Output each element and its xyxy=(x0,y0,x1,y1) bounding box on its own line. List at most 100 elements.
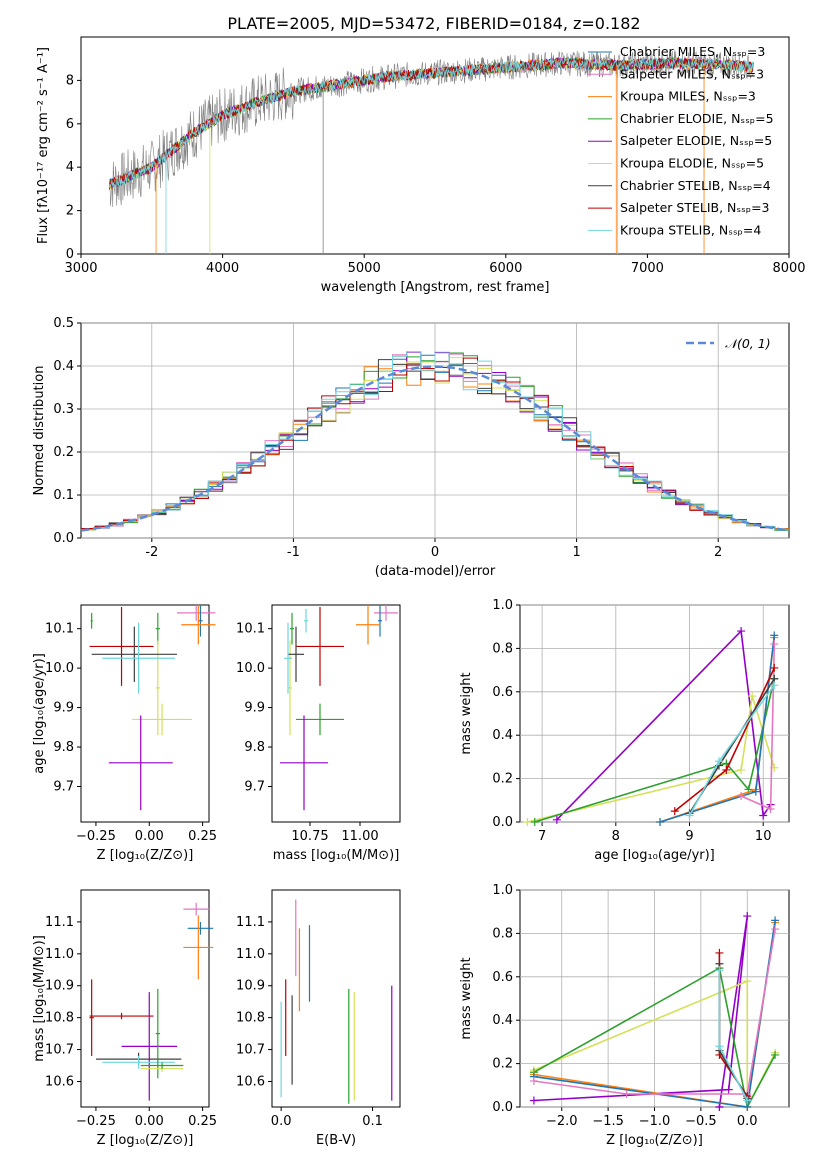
weight-marker xyxy=(737,791,746,800)
y-tick-label: 9.8 xyxy=(244,740,265,755)
x-tick-label: −1.5 xyxy=(592,1114,624,1129)
x-tick-label: 0.00 xyxy=(135,1114,164,1129)
weight-marker xyxy=(724,1085,733,1094)
weight-marker xyxy=(715,948,724,957)
x-tick-label: 0 xyxy=(431,545,439,560)
x-tick-label: −2.0 xyxy=(546,1114,578,1129)
x-tick-label: -1 xyxy=(287,545,300,560)
y-tick-label: 0 xyxy=(66,247,74,262)
y-tick-label: 10.6 xyxy=(236,1074,265,1089)
x-tick-label: 8000 xyxy=(772,261,805,276)
x-tick-label: 7000 xyxy=(631,261,664,276)
weight-line-salpeter_elodie xyxy=(533,915,749,1108)
weight-marker xyxy=(766,804,775,813)
weight-marker xyxy=(530,818,539,826)
model-line-kroupa_stelib xyxy=(108,56,754,189)
x-tick-label: 0.0 xyxy=(737,1114,758,1129)
weight-marker xyxy=(743,977,752,986)
weight-line-chabrier_elodie xyxy=(534,678,776,823)
y-axis-label: mass weight xyxy=(459,672,474,754)
y-axis-label: mass weight xyxy=(459,957,474,1039)
y-tick-label: 10.0 xyxy=(45,661,74,676)
y-tick-label: 0.3 xyxy=(53,402,74,417)
weight-line-chabrier_elodie xyxy=(533,966,776,1110)
weight-marker xyxy=(770,663,779,672)
legend-label: Salpeter STELIB, Nₛₛₚ=3 xyxy=(620,200,770,215)
y-tick-label: 10.6 xyxy=(45,1074,74,1089)
x-tick-label: 1 xyxy=(572,545,580,560)
y-tick-label: 6 xyxy=(66,117,74,132)
weight-marker xyxy=(714,757,723,766)
y-tick-label: 9.7 xyxy=(53,779,74,794)
y-tick-label: 10.1 xyxy=(45,622,74,637)
weight-marker xyxy=(759,811,768,820)
x-axis-label: E(B-V) xyxy=(316,1133,356,1148)
weight-line-kroupa_elodie xyxy=(527,695,776,823)
x-tick-label: 7 xyxy=(538,829,546,844)
x-axis-label: Z [log₁₀(Z/Z⊙)] xyxy=(97,1133,194,1148)
y-tick-label: 0.0 xyxy=(53,531,74,546)
legend-label: Salpeter MILES, Nₛₛₚ=3 xyxy=(620,66,764,81)
weight-marker xyxy=(685,811,694,820)
legend-label: Salpeter ELODIE, Nₛₛₚ=5 xyxy=(620,133,772,148)
weight-line-salpeter_elodie xyxy=(556,629,772,821)
histogram-kroupa_elodie xyxy=(81,357,789,531)
y-tick-label: 1.0 xyxy=(492,598,513,613)
y-tick-label: 9.9 xyxy=(53,701,74,716)
weight-marker xyxy=(715,1103,724,1111)
y-tick-label: 9.7 xyxy=(244,779,265,794)
x-tick-label: -2 xyxy=(145,545,158,560)
x-axis-label: age [log₁₀(age/yr)] xyxy=(594,848,715,863)
x-axis-label: Z [log₁₀(Z/Z⊙)] xyxy=(97,848,194,863)
x-tick-label: −0.25 xyxy=(76,1114,116,1129)
weight-marker xyxy=(748,692,757,701)
weight-marker xyxy=(523,818,532,826)
y-tick-label: 0.0 xyxy=(492,815,513,830)
y-tick-label: 0.2 xyxy=(492,772,513,787)
axes-frame xyxy=(80,36,790,255)
y-tick-label: 10.7 xyxy=(45,1043,74,1058)
weight-marker xyxy=(722,765,731,774)
x-tick-label: 6000 xyxy=(489,261,522,276)
y-tick-label: 10.8 xyxy=(45,1011,74,1026)
x-tick-label: 0.0 xyxy=(271,1114,292,1129)
panel-age_vs_mass: 10.75 11.00 9.7 9.8 9.9 10.0 10.1 mass [log₁₀(M… xyxy=(236,604,401,863)
x-tick-label: 0.25 xyxy=(188,829,217,844)
figure-title: PLATE=2005, MJD=53472, FIBERID=0184, z=0… xyxy=(227,14,640,33)
y-tick-label: 4 xyxy=(66,160,74,175)
y-tick-label: 10.0 xyxy=(236,661,265,676)
weight-marker xyxy=(715,1042,724,1051)
y-tick-label: 2 xyxy=(66,204,74,219)
axes-frame xyxy=(271,889,401,1108)
y-tick-label: 8 xyxy=(66,73,74,88)
y-tick-label: 10.8 xyxy=(236,1011,265,1026)
x-axis-label: (data-model)/error xyxy=(375,564,496,579)
x-tick-label: 10 xyxy=(755,829,772,844)
x-tick-label: 0.25 xyxy=(188,1114,217,1129)
y-tick-label: 11.0 xyxy=(45,947,74,962)
weight-marker xyxy=(771,1050,780,1059)
legend-label: Chabrier MILES, Nₛₛₚ=3 xyxy=(620,44,765,59)
x-tick-label: 10.75 xyxy=(291,829,328,844)
weight-marker xyxy=(743,1096,752,1105)
weight-marker xyxy=(751,787,760,796)
y-axis-label: age [log₁₀(age/yr)] xyxy=(32,653,47,774)
y-tick-label: 11.1 xyxy=(45,915,74,930)
panel-mass_vs_Z: −0.25 0.00 0.25 10.6 10.7 10.8 10.9 11.0 11.1 Z [… xyxy=(32,889,217,1148)
x-tick-label: 8 xyxy=(612,829,620,844)
x-tick-label: −0.5 xyxy=(685,1114,717,1129)
y-tick-label: 1.0 xyxy=(492,883,513,898)
x-tick-label: −0.25 xyxy=(76,829,116,844)
legend-label: Kroupa MILES, Nₛₛₚ=3 xyxy=(620,89,756,104)
y-tick-label: 10.9 xyxy=(45,979,74,994)
weight-marker xyxy=(770,640,779,649)
weight-marker xyxy=(529,1076,538,1085)
x-tick-label: 4000 xyxy=(206,261,239,276)
x-tick-label: 0.00 xyxy=(135,829,164,844)
weight-marker xyxy=(770,681,779,690)
y-tick-label: 0.4 xyxy=(492,728,513,743)
y-tick-label: 0.2 xyxy=(53,445,74,460)
weight-marker xyxy=(529,1096,538,1105)
legend-label: Kroupa STELIB, Nₛₛₚ=4 xyxy=(620,222,761,237)
